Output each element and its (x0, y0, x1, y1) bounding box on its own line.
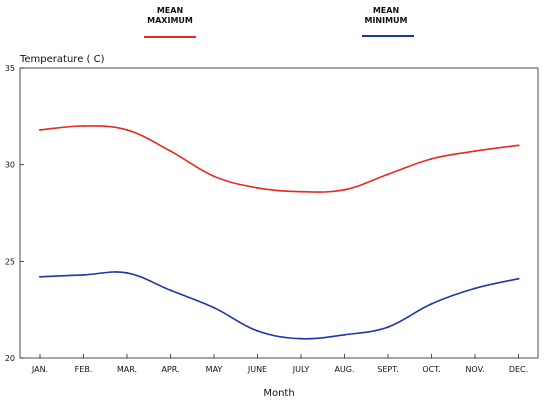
x-tick-label: NOV. (465, 365, 484, 374)
legend: MEAN MAXIMUM MEAN MINIMUM (144, 6, 414, 38)
x-axis-ticks: JAN. FEB. MAR. APR. MAY JUNE JULY AUG. SEPT. OCT.… (31, 354, 528, 374)
x-tick-label: DEC. (509, 365, 528, 374)
y-axis-label: Temperature ( C) (19, 54, 105, 65)
y-tick-label: 35 (5, 64, 15, 73)
x-tick-label: JAN. (31, 365, 48, 374)
legend-label-min-line2: MINIMUM (364, 16, 407, 25)
data-point (387, 173, 389, 176)
data-point (256, 329, 259, 332)
x-tick-label: AUG. (334, 365, 354, 374)
series-line-mean-maximum (39, 125, 519, 193)
plot-frame (19, 67, 539, 359)
data-point (82, 273, 85, 276)
legend-item-max: MEAN MAXIMUM (144, 6, 196, 38)
series-line-mean-minimum (39, 271, 519, 340)
x-tick-label: OCT. (422, 365, 440, 374)
legend-label-max-line2: MAXIMUM (147, 16, 193, 25)
x-axis-label: Month (263, 388, 294, 399)
data-point (300, 190, 302, 193)
legend-label-max-line1: MEAN (157, 6, 183, 15)
data-point (169, 150, 172, 153)
y-tick-label: 20 (5, 354, 15, 363)
data-point (213, 175, 215, 178)
y-tick-label: 30 (5, 161, 15, 170)
data-point (387, 326, 389, 329)
data-point (213, 306, 215, 309)
data-point (474, 150, 476, 153)
data-point (126, 271, 128, 274)
data-point (517, 144, 520, 147)
data-point (430, 157, 433, 160)
x-tick-label: SEPT. (377, 365, 398, 374)
legend-label-min-line1: MEAN (373, 6, 399, 15)
x-tick-label: MAR. (117, 365, 137, 374)
data-point (343, 333, 346, 336)
data-point (300, 337, 302, 340)
data-point (39, 128, 41, 131)
x-tick-label: APR. (161, 365, 179, 374)
data-point (343, 188, 346, 191)
data-point (430, 302, 433, 305)
data-point (39, 275, 41, 278)
series-lines (39, 125, 520, 340)
x-tick-label: FEB. (75, 365, 93, 374)
legend-item-min: MEAN MINIMUM (362, 6, 414, 37)
data-point (82, 125, 85, 127)
y-axis-ticks: 20 25 30 35 (5, 64, 24, 363)
data-point (517, 277, 520, 280)
y-tick-label: 25 (5, 257, 15, 266)
data-point (474, 287, 476, 290)
x-tick-label: JULY (292, 365, 310, 374)
x-tick-label: MAY (206, 365, 223, 374)
data-point (256, 186, 259, 189)
x-tick-label: JUNE (247, 365, 267, 374)
data-point (126, 128, 128, 131)
data-point (169, 289, 172, 292)
